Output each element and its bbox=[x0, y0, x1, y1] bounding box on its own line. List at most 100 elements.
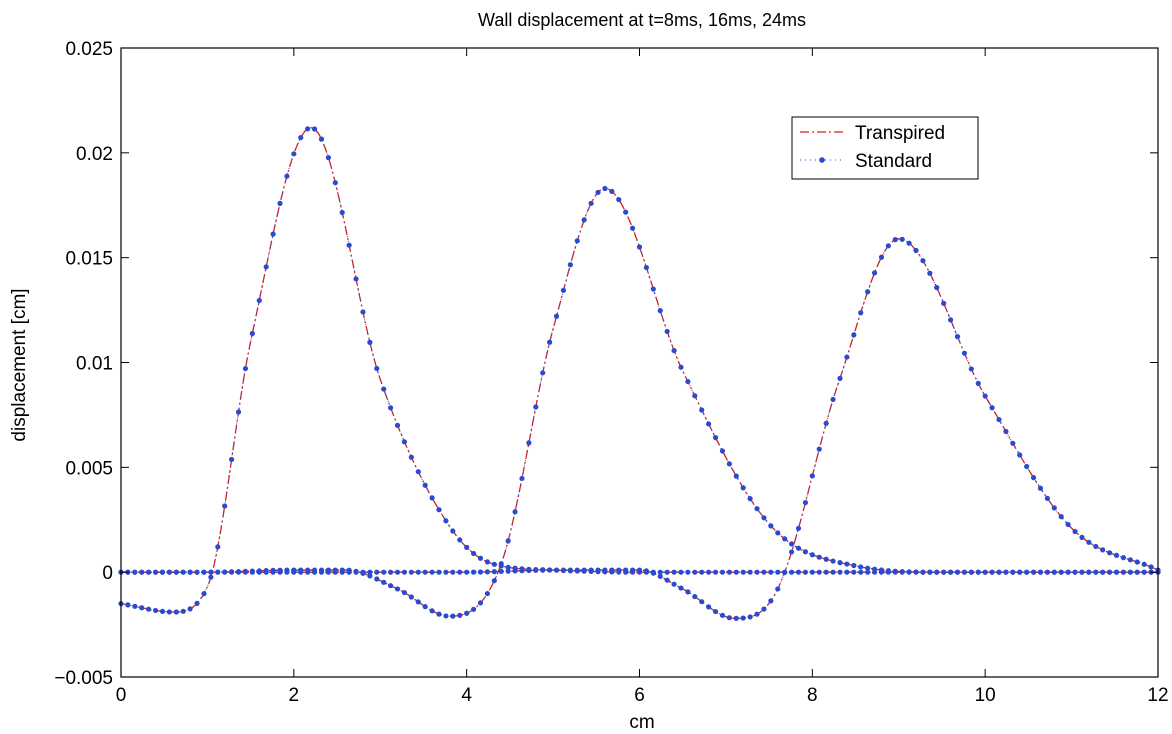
data-point bbox=[553, 313, 560, 319]
data-point bbox=[1044, 569, 1050, 575]
x-axis-label: cm bbox=[629, 712, 654, 733]
data-point bbox=[229, 456, 235, 463]
data-point bbox=[650, 286, 656, 292]
data-point bbox=[830, 396, 836, 403]
data-point bbox=[726, 569, 732, 575]
data-point bbox=[560, 287, 567, 293]
data-point bbox=[878, 254, 885, 260]
data-point bbox=[381, 579, 387, 585]
data-point bbox=[837, 569, 843, 575]
data-point bbox=[692, 569, 698, 575]
data-point bbox=[484, 590, 491, 597]
data-point bbox=[678, 569, 684, 575]
data-point bbox=[878, 567, 885, 573]
data-point bbox=[415, 599, 421, 605]
data-point bbox=[1086, 569, 1092, 575]
data-point bbox=[699, 569, 705, 575]
data-point bbox=[636, 244, 643, 250]
data-point bbox=[643, 568, 650, 574]
data-point bbox=[152, 569, 159, 575]
data-point bbox=[526, 567, 532, 574]
data-point bbox=[401, 439, 408, 445]
data-point bbox=[249, 569, 255, 575]
data-point bbox=[242, 365, 249, 372]
data-point bbox=[1003, 569, 1009, 575]
data-point bbox=[436, 611, 442, 617]
data-point bbox=[339, 209, 345, 216]
data-point bbox=[187, 606, 193, 612]
y-tick-label: −0.005 bbox=[54, 668, 113, 689]
data-point bbox=[132, 569, 138, 575]
data-point bbox=[457, 537, 463, 543]
data-point bbox=[706, 421, 712, 427]
data-point bbox=[1148, 564, 1154, 570]
data-point bbox=[629, 225, 636, 231]
data-point bbox=[477, 600, 484, 606]
data-point bbox=[871, 270, 878, 276]
data-point bbox=[270, 231, 276, 237]
data-point bbox=[332, 569, 338, 575]
data-point bbox=[484, 559, 491, 565]
series-standard-markers-1 bbox=[118, 126, 1161, 615]
data-point bbox=[996, 416, 1002, 423]
data-point bbox=[1086, 539, 1092, 545]
data-point bbox=[187, 569, 193, 575]
data-point bbox=[685, 569, 691, 575]
data-point bbox=[1072, 528, 1078, 535]
data-point bbox=[450, 528, 456, 534]
data-point bbox=[215, 569, 221, 575]
data-point bbox=[173, 569, 179, 575]
data-point bbox=[719, 448, 726, 454]
data-point bbox=[1037, 569, 1044, 575]
x-tick-label: 8 bbox=[807, 685, 818, 706]
data-point bbox=[996, 569, 1002, 575]
data-point bbox=[650, 570, 656, 576]
data-point bbox=[989, 569, 995, 575]
data-point bbox=[982, 569, 988, 575]
data-point bbox=[927, 270, 933, 276]
data-point bbox=[643, 264, 650, 271]
data-point bbox=[768, 523, 774, 529]
data-point bbox=[775, 569, 781, 575]
data-point bbox=[699, 407, 705, 413]
data-point bbox=[802, 500, 809, 506]
data-point bbox=[885, 568, 891, 574]
x-tick-label: 10 bbox=[975, 685, 996, 706]
data-point bbox=[1100, 547, 1106, 553]
data-point bbox=[1127, 569, 1133, 575]
data-point bbox=[429, 495, 435, 501]
data-point bbox=[235, 409, 242, 415]
data-point bbox=[678, 585, 684, 591]
data-point bbox=[394, 586, 401, 592]
data-point bbox=[505, 564, 511, 570]
data-point bbox=[1093, 569, 1099, 575]
y-tick-label: 0 bbox=[102, 563, 113, 584]
data-point bbox=[726, 615, 732, 621]
data-point bbox=[913, 247, 919, 254]
data-point bbox=[491, 578, 497, 584]
data-point bbox=[408, 454, 414, 460]
data-point bbox=[657, 573, 663, 579]
data-point bbox=[305, 126, 311, 132]
data-point bbox=[1003, 428, 1009, 435]
data-point bbox=[159, 608, 166, 615]
data-point bbox=[844, 561, 850, 567]
data-point bbox=[215, 544, 221, 550]
data-point bbox=[1030, 569, 1037, 575]
data-point bbox=[166, 609, 172, 615]
data-point bbox=[664, 569, 670, 575]
data-point bbox=[305, 569, 311, 575]
data-point bbox=[795, 545, 802, 551]
data-point bbox=[761, 606, 767, 612]
data-point bbox=[388, 405, 394, 411]
x-tick-label: 4 bbox=[461, 685, 472, 706]
data-point bbox=[318, 569, 325, 575]
data-point bbox=[139, 569, 145, 575]
data-point bbox=[754, 569, 760, 575]
data-point bbox=[934, 569, 940, 575]
data-point bbox=[1024, 463, 1030, 470]
x-tick-label: 12 bbox=[1147, 685, 1168, 706]
data-point bbox=[961, 350, 968, 356]
data-point bbox=[740, 615, 746, 621]
